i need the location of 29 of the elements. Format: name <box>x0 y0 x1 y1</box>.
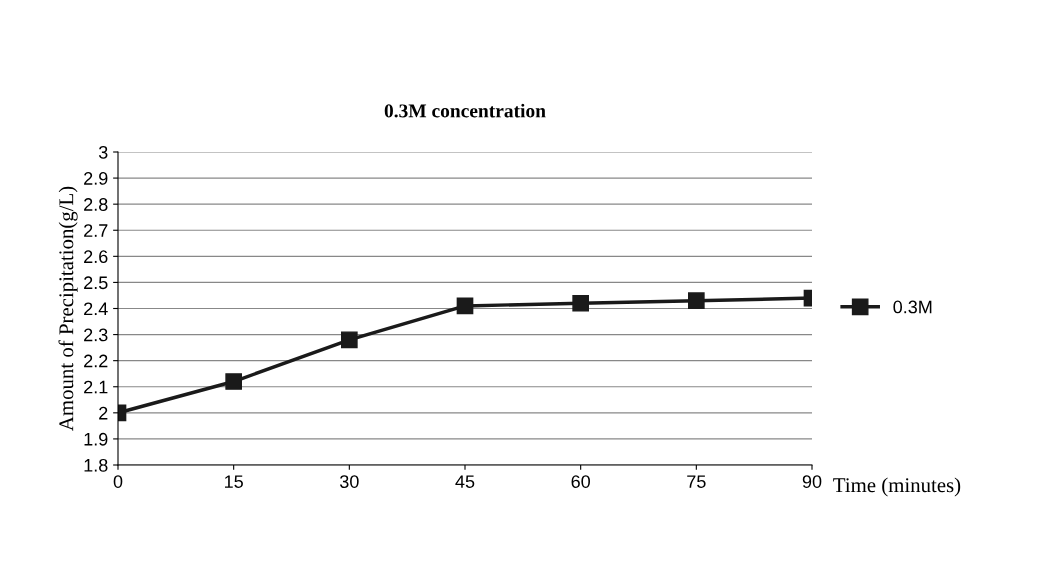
x-tick-label: 75 <box>687 475 706 488</box>
x-tick-label: 15 <box>225 475 243 488</box>
y-tick-label: 2.8 <box>84 198 108 211</box>
y-tick-label: 2.7 <box>84 224 108 237</box>
point <box>340 331 358 349</box>
x-tick-label: 30 <box>339 475 359 488</box>
y-tick-label: 2.2 <box>84 354 108 368</box>
x-tick-label: 60 <box>571 475 590 488</box>
y-tick-label: 1.9 <box>84 432 108 446</box>
y-tick-label: 3 <box>98 145 108 159</box>
y-tick-label: 2 <box>99 406 108 420</box>
y-tick-label: 2.1 <box>84 380 108 394</box>
x-tick-label: 90 <box>802 475 822 488</box>
chart-title: 0.3M concentration <box>384 103 546 118</box>
x-tick-label: 0 <box>113 475 123 488</box>
y-tick-label: 2.5 <box>84 276 108 290</box>
y-tick-label: 2.9 <box>84 172 108 185</box>
point <box>687 292 705 310</box>
point <box>572 294 590 312</box>
point <box>225 373 243 390</box>
y-tick-label: 2.3 <box>84 328 108 342</box>
y-tick-label: 2.6 <box>84 250 108 264</box>
y-tick-label: 2.4 <box>84 302 108 316</box>
x-tick-label: 45 <box>455 475 475 488</box>
point <box>456 297 474 315</box>
x-axis-title: Time (minutes) <box>833 477 961 497</box>
y-axis-title: Amount of Precipitation(g/L) <box>58 186 78 431</box>
y-tick-label: 1.8 <box>84 458 108 472</box>
legend-label: 0.3M <box>893 300 932 314</box>
